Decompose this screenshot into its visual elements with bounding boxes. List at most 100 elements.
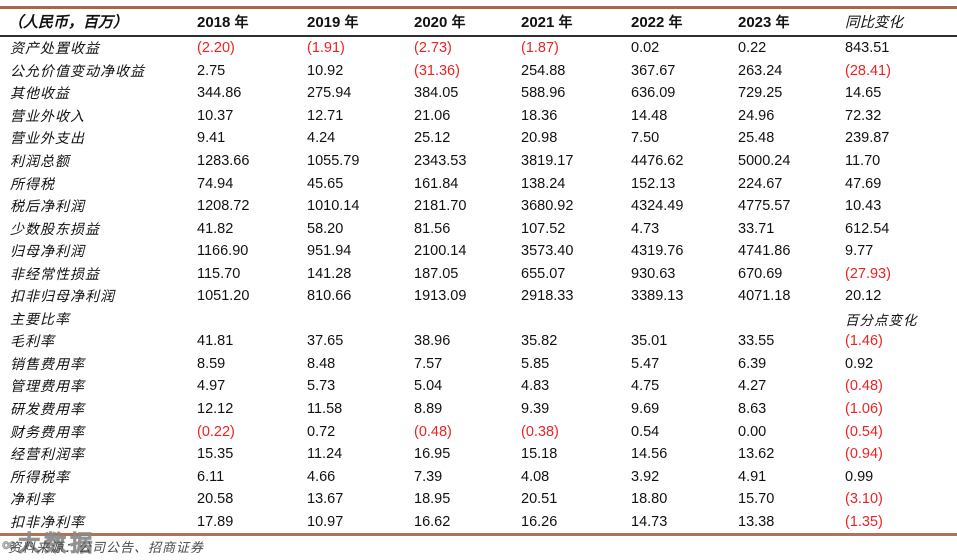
cell-value [521,308,631,331]
cell-value: 6.11 [197,468,225,485]
cell-value: 636.09 [631,85,676,102]
cell-value: 13.67 [307,491,344,508]
cell-change: (27.93) [845,265,891,282]
cell-value: 254.88 [521,62,566,79]
cell-value: 367.67 [631,62,676,79]
cell-value: 2918.33 [521,288,574,305]
cell-value: 18.36 [521,107,558,124]
cell-value: (31.36) [414,62,460,79]
cell-value: 15.18 [521,446,558,463]
cell-value [197,308,307,331]
cell-value [307,308,414,331]
cell-value: 8.59 [197,355,226,372]
cell-change: (0.54) [845,423,883,440]
cell-value: 3389.13 [631,288,684,305]
row-label: 非经常性损益 [10,267,100,283]
cell-value: (1.87) [521,40,559,57]
cell-value: 3819.17 [521,153,574,169]
cell-value: (0.22) [197,423,235,440]
year-header: 2022 年 [631,8,738,37]
cell-change: (28.41) [845,62,891,79]
cell-value: 4.66 [307,468,336,485]
cell-value: 6.39 [738,355,767,372]
row-label: 扣非归母净利润 [10,290,115,306]
cell-value [738,308,845,331]
year-header: 2020 年 [414,8,521,37]
cell-value: 14.56 [631,446,668,463]
row-label: 其他收益 [10,87,70,103]
cell-value: 25.48 [738,130,775,147]
cell-value: 0.54 [631,423,660,440]
cell-value: 37.65 [307,333,344,350]
cell-value: 33.55 [738,333,775,350]
cell-value: 5.47 [631,355,660,372]
cell-value: 161.84 [414,175,459,192]
change-header: 同比变化 [845,15,903,31]
cell-value [631,308,738,331]
cell-change: (0.48) [845,378,883,395]
cell-value: 5.73 [307,378,336,395]
cell-value: 5.85 [521,355,550,372]
cell-value: 2100.14 [414,243,467,260]
cell-value: 4.24 [307,130,336,147]
year-suffix: 年 [344,15,359,31]
row-label: 营业外支出 [10,132,85,148]
cell-change: 0.92 [845,355,874,372]
cell-value: 58.20 [307,220,344,237]
cell-value: 35.82 [521,333,558,350]
cell-value: 12.71 [307,107,344,124]
cell-value: 15.35 [197,446,234,463]
cell-change: 10.43 [845,198,882,215]
row-label: 归母净利润 [10,245,85,261]
cell-value: 2181.70 [414,198,467,215]
cell-value: 3680.92 [521,198,574,215]
cell-value: (0.48) [414,423,452,440]
cell-value: 3.92 [631,468,660,485]
table-row: 销售费用率 8.59 8.48 7.57 5.85 5.47 6.39 0.92 [0,353,957,376]
row-label: 营业外收入 [10,109,85,125]
year-header: 2019 年 [307,8,414,37]
cell-value: 16.26 [521,513,558,530]
row-label: 少数股东损益 [10,222,100,238]
year-suffix: 年 [775,15,790,31]
cell-value: 5.04 [414,378,443,395]
cell-value: 4476.62 [631,153,684,169]
year-number: 2021 [521,13,555,31]
cell-change: 239.87 [845,130,890,147]
cell-value: 4324.49 [631,198,684,215]
cell-change: 9.77 [845,243,874,260]
table-row: 其他收益 344.86 275.94 384.05 588.96 636.09 729.25… [0,82,957,105]
cell-value: 25.12 [414,130,451,147]
unit-header: （人民币，百万） [8,15,129,31]
cell-value: 4.73 [631,220,660,237]
cell-value: 655.07 [521,265,566,282]
cell-value: 11.58 [307,401,343,418]
cell-value: 4741.86 [738,243,791,260]
cell-value: 384.05 [414,85,459,102]
cell-value: 11.24 [307,446,343,463]
cell-value: 1051.20 [197,288,250,305]
cell-value: (2.73) [414,40,452,57]
table-row: 财务费用率 (0.22) 0.72 (0.48) (0.38) 0.54 0.00 (0.54… [0,420,957,443]
cell-value: 18.80 [631,491,668,508]
cell-value: 4775.57 [738,198,791,215]
cell-value: 20.58 [197,491,234,508]
cell-value: 4071.18 [738,288,791,305]
cell-value: 2343.53 [414,153,467,169]
cell-value: 4.75 [631,378,660,395]
cell-value: 0.00 [738,423,767,440]
cell-value: 224.67 [738,175,783,192]
row-label: 财务费用率 [10,425,85,441]
table-row: 管理费用率 4.97 5.73 5.04 4.83 4.75 4.27 (0.48) [0,375,957,398]
cell-value: 7.57 [414,355,443,372]
cell-value: 17.89 [197,513,234,530]
cell-change: 14.65 [845,85,882,102]
cell-value: 0.72 [307,423,336,440]
row-label: 主要比率 [10,312,70,328]
cell-value: 930.63 [631,265,676,282]
cell-value: 14.48 [631,107,668,124]
row-label: 管理费用率 [10,380,85,396]
cell-value: 81.56 [414,220,451,237]
cell-value: 21.06 [414,107,451,124]
